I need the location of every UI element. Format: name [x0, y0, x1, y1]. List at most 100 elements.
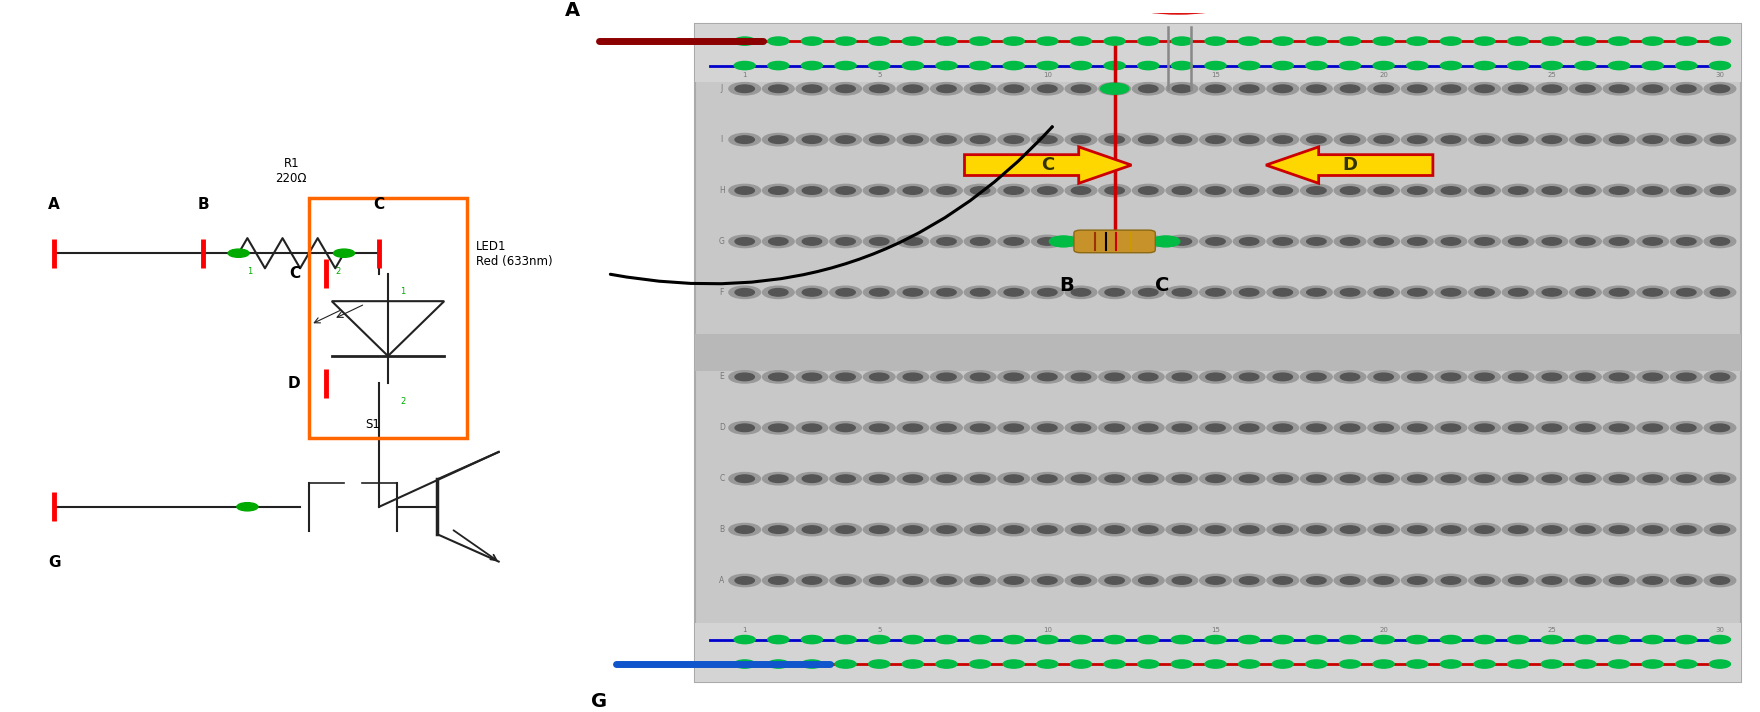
Circle shape: [1670, 473, 1702, 485]
Circle shape: [869, 660, 891, 668]
Circle shape: [864, 286, 896, 298]
Circle shape: [1065, 133, 1096, 146]
Circle shape: [1373, 636, 1394, 644]
Circle shape: [1167, 473, 1199, 485]
Circle shape: [1137, 37, 1158, 46]
Circle shape: [1031, 523, 1063, 535]
Circle shape: [1542, 660, 1563, 668]
Text: A: A: [48, 197, 60, 212]
Circle shape: [970, 424, 989, 431]
Text: G: G: [591, 692, 607, 711]
Circle shape: [1375, 136, 1394, 143]
Circle shape: [1570, 371, 1602, 383]
Circle shape: [1301, 235, 1332, 248]
Circle shape: [1132, 473, 1163, 485]
Circle shape: [1470, 286, 1500, 298]
Circle shape: [1172, 475, 1192, 483]
Circle shape: [769, 373, 788, 381]
FancyArrowPatch shape: [611, 127, 1052, 284]
Circle shape: [1206, 288, 1225, 296]
Circle shape: [1603, 473, 1635, 485]
Circle shape: [1301, 473, 1332, 485]
Circle shape: [1104, 636, 1125, 644]
Circle shape: [1677, 424, 1697, 431]
Circle shape: [1100, 236, 1128, 247]
Circle shape: [936, 373, 956, 381]
Circle shape: [1440, 636, 1461, 644]
Circle shape: [1038, 373, 1058, 381]
Circle shape: [869, 526, 889, 533]
Circle shape: [1098, 422, 1130, 434]
Circle shape: [1711, 373, 1730, 381]
Circle shape: [1003, 288, 1023, 296]
Circle shape: [1642, 37, 1663, 46]
Circle shape: [1072, 424, 1091, 431]
Circle shape: [998, 371, 1030, 383]
Circle shape: [1677, 85, 1697, 93]
Circle shape: [1704, 83, 1735, 95]
Circle shape: [1676, 636, 1697, 644]
Circle shape: [1172, 187, 1192, 194]
Circle shape: [1065, 371, 1096, 383]
Circle shape: [864, 184, 896, 197]
Circle shape: [1508, 577, 1528, 585]
Circle shape: [836, 424, 855, 431]
Circle shape: [1038, 85, 1058, 93]
Circle shape: [864, 422, 896, 434]
Circle shape: [970, 37, 991, 46]
Circle shape: [1508, 373, 1528, 381]
Text: 15: 15: [1211, 627, 1220, 633]
Circle shape: [762, 575, 794, 587]
Circle shape: [1475, 85, 1494, 93]
Text: H: H: [720, 186, 725, 195]
Circle shape: [1508, 660, 1529, 668]
Circle shape: [936, 577, 956, 585]
Circle shape: [936, 238, 956, 245]
Circle shape: [864, 575, 896, 587]
Circle shape: [1098, 473, 1130, 485]
Circle shape: [729, 286, 760, 298]
Circle shape: [869, 373, 889, 381]
Circle shape: [1503, 422, 1535, 434]
Circle shape: [1441, 187, 1461, 194]
Circle shape: [1172, 136, 1192, 143]
Circle shape: [1542, 636, 1563, 644]
Circle shape: [767, 660, 788, 668]
Circle shape: [1306, 526, 1325, 533]
Circle shape: [1137, 660, 1158, 668]
Circle shape: [903, 238, 922, 245]
Circle shape: [1470, 371, 1500, 383]
Circle shape: [1401, 235, 1433, 248]
Circle shape: [1637, 575, 1668, 587]
Circle shape: [1408, 288, 1427, 296]
Circle shape: [1065, 286, 1096, 298]
Circle shape: [1100, 83, 1128, 94]
Circle shape: [238, 503, 259, 511]
Text: B: B: [197, 197, 209, 212]
Circle shape: [729, 523, 760, 535]
Circle shape: [1542, 61, 1563, 70]
Circle shape: [736, 526, 755, 533]
Circle shape: [1470, 575, 1500, 587]
Circle shape: [869, 37, 891, 46]
Circle shape: [736, 475, 755, 483]
Circle shape: [1677, 526, 1697, 533]
Circle shape: [1167, 371, 1199, 383]
Circle shape: [1637, 83, 1668, 95]
Circle shape: [1470, 133, 1500, 146]
Circle shape: [1677, 238, 1697, 245]
Circle shape: [836, 288, 855, 296]
Circle shape: [829, 473, 861, 485]
Circle shape: [1272, 660, 1294, 668]
Circle shape: [796, 575, 827, 587]
Circle shape: [1570, 523, 1602, 535]
Circle shape: [1508, 238, 1528, 245]
Circle shape: [801, 636, 822, 644]
Circle shape: [1105, 577, 1125, 585]
Circle shape: [1704, 184, 1735, 197]
Circle shape: [1003, 660, 1024, 668]
Circle shape: [829, 422, 861, 434]
Circle shape: [1206, 636, 1227, 644]
Circle shape: [1373, 37, 1394, 46]
Circle shape: [1401, 422, 1433, 434]
